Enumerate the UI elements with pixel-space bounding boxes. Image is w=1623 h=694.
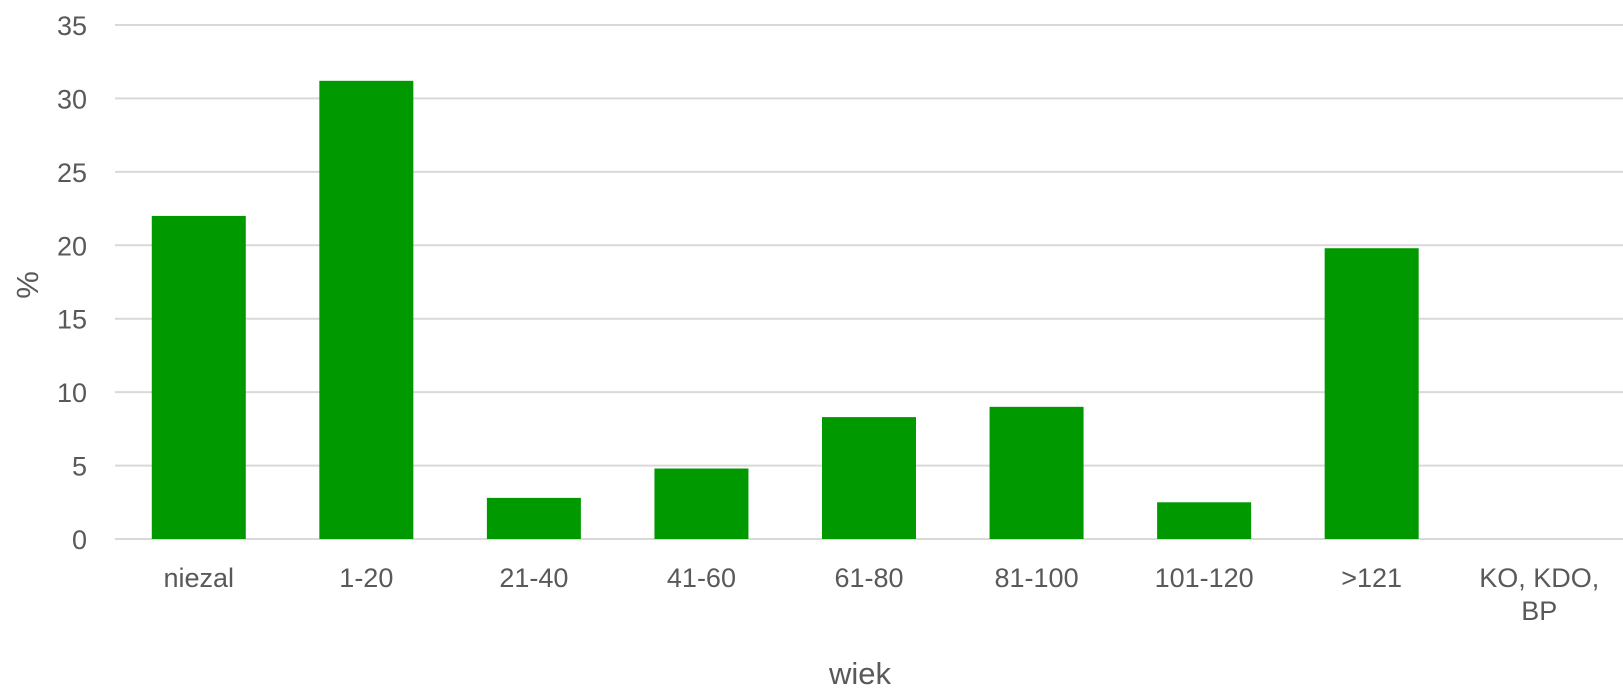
x-tick-label: niezal [164, 563, 235, 593]
x-tick-label: 81-100 [995, 563, 1079, 593]
bars [151, 80, 1419, 540]
y-tick-label: 15 [57, 305, 87, 335]
bar [822, 417, 916, 539]
bar [1324, 248, 1419, 540]
x-axis-title: wiek [828, 656, 892, 691]
y-tick-labels: 0 5 10 15 20 25 30 35 [57, 11, 87, 555]
x-tick-label: 61-80 [834, 563, 903, 593]
x-tick-label: 21-40 [499, 563, 568, 593]
bar [319, 80, 414, 539]
y-tick-label: 35 [57, 11, 87, 41]
y-tick-label: 5 [72, 452, 87, 482]
y-axis-title: % [10, 271, 45, 299]
bar [151, 215, 246, 539]
x-tick-label: >121 [1341, 563, 1402, 593]
bar [1157, 502, 1252, 539]
y-tick-label: 10 [57, 378, 87, 408]
y-tick-label: 20 [57, 231, 87, 261]
bar [989, 406, 1084, 539]
x-tick-labels: niezal 1-20 21-40 41-60 61-80 81-100 101-120 >1… [164, 563, 1600, 626]
y-tick-label: 0 [72, 525, 87, 555]
bar [486, 497, 581, 539]
x-tick-label: 1-20 [339, 563, 393, 593]
x-tick-label: KO, KDO, BP [1479, 563, 1599, 626]
y-tick-label: 25 [57, 158, 87, 188]
y-tick-label: 30 [57, 84, 87, 114]
x-tick-label: 41-60 [667, 563, 736, 593]
bar [654, 468, 749, 539]
x-tick-label: 101-120 [1155, 563, 1254, 593]
